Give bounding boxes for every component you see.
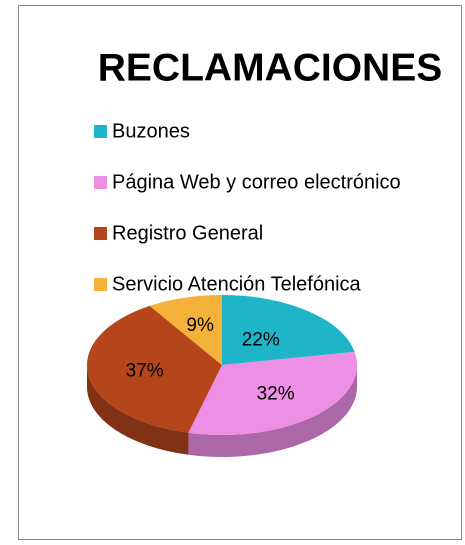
legend-swatch <box>94 125 107 138</box>
pie-slice <box>86 305 222 433</box>
pie-side <box>87 365 189 455</box>
data-label: 9% <box>186 315 214 336</box>
data-label: 22% <box>242 330 280 351</box>
legend-label: Página Web y correo electrónico <box>112 171 401 193</box>
chart-title: RECLAMACIONES <box>98 46 443 89</box>
data-label: 32% <box>257 384 295 405</box>
pie-slice <box>149 295 222 365</box>
pie-side <box>188 365 357 457</box>
data-label: 37% <box>126 360 164 381</box>
pie-slice <box>222 295 355 365</box>
legend-swatch <box>94 278 107 291</box>
pie-slice <box>188 351 357 435</box>
legend-label: Registro General <box>112 222 263 244</box>
legend-label: Buzones <box>112 120 190 142</box>
legend-swatch <box>94 176 107 189</box>
legend-swatch <box>94 227 107 240</box>
legend-label: Servicio Atención Telefónica <box>112 273 362 295</box>
